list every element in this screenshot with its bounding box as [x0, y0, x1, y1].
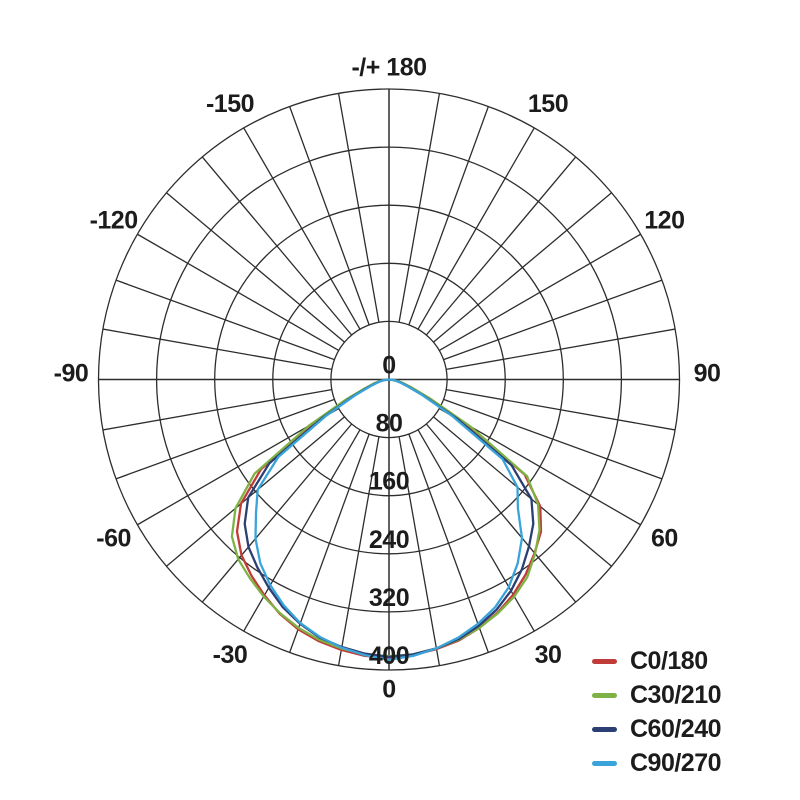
- grid-spoke: [243, 429, 361, 632]
- grid-spoke: [408, 433, 489, 653]
- grid-spoke: [289, 433, 370, 653]
- grid-spoke: [446, 388, 676, 431]
- angle-label: -120: [90, 207, 138, 235]
- legend: C0/180 C30/210 C60/240 C90/270: [592, 644, 722, 780]
- legend-swatch-icon: [592, 658, 617, 664]
- grid-spoke: [443, 398, 663, 480]
- grid-spoke: [425, 423, 577, 603]
- grid-spoke: [201, 423, 353, 603]
- grid-spoke: [433, 192, 612, 343]
- radial-tick-label: 400: [369, 642, 409, 670]
- angle-label: 150: [528, 90, 568, 118]
- legend-item-c0-180: C0/180: [592, 644, 721, 678]
- angle-label: 30: [535, 641, 562, 669]
- radial-tick-label: 320: [369, 584, 409, 612]
- radial-tick-label: 160: [369, 468, 409, 496]
- grid-spoke: [102, 328, 332, 371]
- grid-spoke: [115, 279, 335, 361]
- angle-label: 60: [651, 525, 678, 553]
- grid-spoke: [115, 398, 335, 480]
- angle-label: -60: [96, 525, 131, 553]
- legend-label: C30/210: [630, 680, 722, 709]
- grid-spoke: [166, 416, 345, 567]
- grid-spoke: [408, 106, 489, 326]
- grid-spoke: [201, 156, 353, 336]
- legend-item-c90-270: C90/270: [592, 746, 722, 780]
- grid-spoke: [243, 127, 361, 330]
- legend-item-c30-210: C30/210: [592, 678, 722, 712]
- grid-spoke: [446, 328, 676, 371]
- grid-spoke: [337, 436, 380, 666]
- legend-label: C60/240: [630, 714, 722, 743]
- radial-tick-label: 80: [376, 410, 403, 438]
- angle-label: 90: [694, 360, 721, 388]
- angle-label: -30: [213, 641, 248, 669]
- legend-label: C90/270: [630, 748, 722, 777]
- grid-spoke: [443, 279, 663, 361]
- radial-tick-label: 0: [382, 352, 395, 380]
- radial-tick-label: 240: [369, 526, 409, 554]
- grid-spoke: [417, 429, 535, 632]
- legend-item-c60-240: C60/240: [592, 712, 722, 746]
- grid-spoke: [137, 233, 340, 352]
- legend-swatch-icon: [592, 726, 617, 732]
- grid-spoke: [398, 436, 441, 666]
- grid-spoke: [438, 233, 641, 352]
- angle-label: -90: [54, 360, 89, 388]
- angle-label: 120: [644, 207, 684, 235]
- angle-label: -150: [206, 90, 254, 118]
- grid-spoke: [425, 156, 577, 336]
- grid-spoke: [433, 416, 612, 567]
- grid-spoke: [102, 388, 332, 431]
- curve-c90-270: [254, 378, 524, 661]
- grid-spoke: [417, 127, 535, 330]
- grid-spoke: [289, 106, 370, 326]
- grid-spoke: [398, 93, 441, 323]
- grid-spoke: [337, 93, 380, 323]
- legend-swatch-icon: [592, 760, 617, 766]
- grid-spoke: [166, 192, 345, 343]
- legend-swatch-icon: [592, 692, 617, 698]
- angle-label: 0: [382, 676, 395, 704]
- angle-label: -/+ 180: [351, 54, 426, 82]
- legend-label: C0/180: [630, 646, 708, 675]
